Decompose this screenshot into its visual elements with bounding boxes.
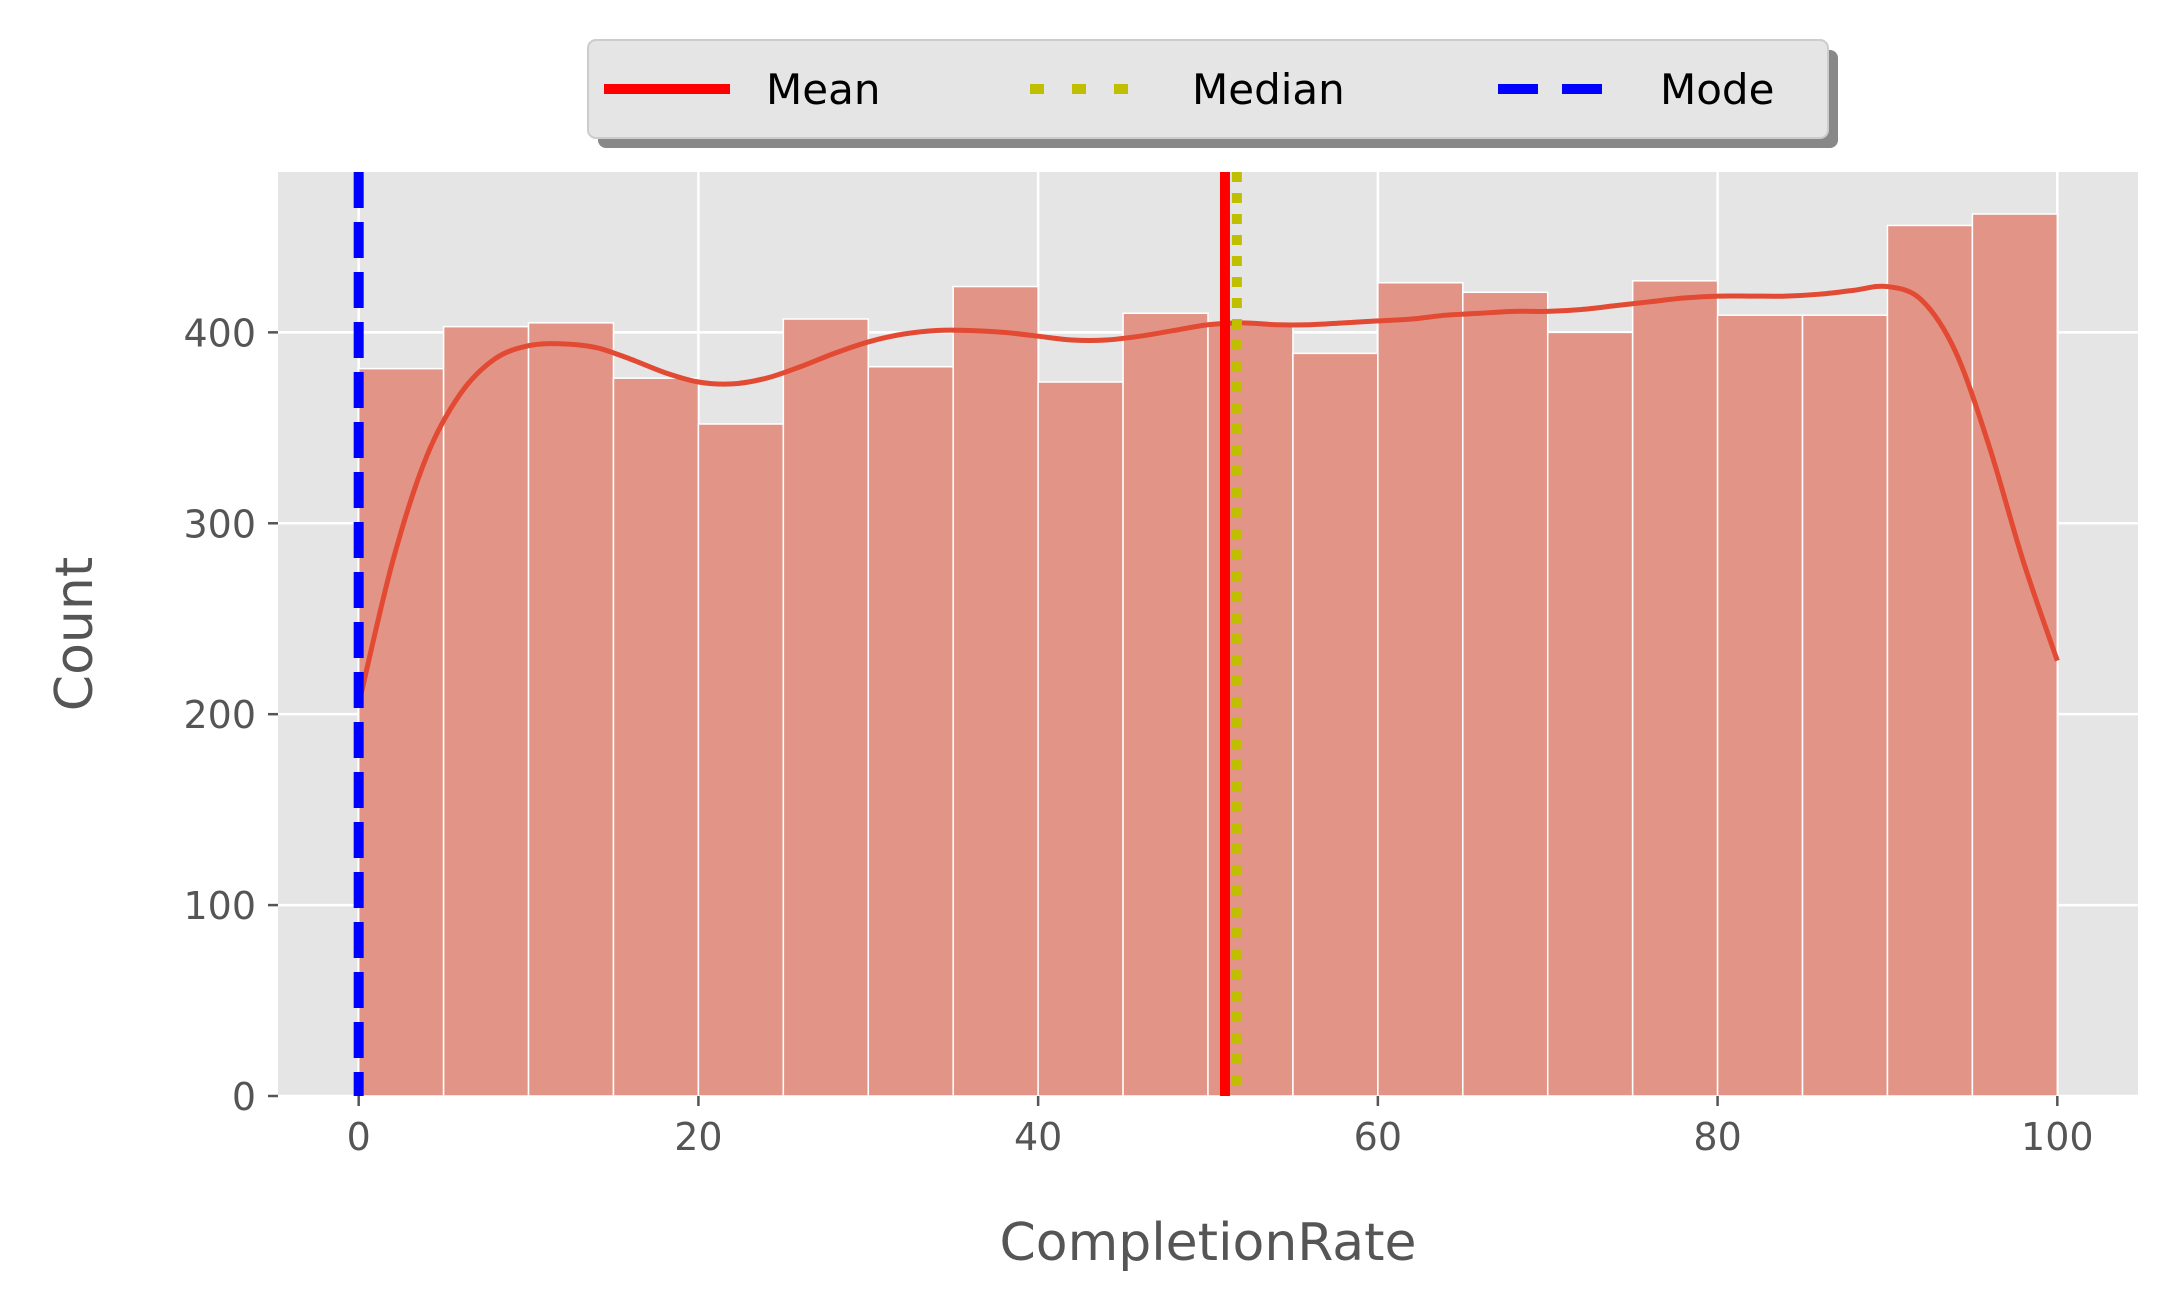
histogram-bar: [612, 377, 700, 1097]
x-tick-label: 100: [2021, 1115, 2094, 1159]
kde-curve: [356, 283, 2060, 706]
y-axis-label: Count: [45, 557, 105, 711]
histogram-bar: [952, 285, 1039, 1097]
histogram-bar: [1546, 331, 1634, 1097]
x-tick-label: 0: [347, 1115, 371, 1159]
x-axis-label: CompletionRate: [999, 1213, 1416, 1273]
legend-box: [587, 39, 1829, 139]
x-tick-label: 20: [674, 1115, 722, 1159]
y-tick-label: 100: [183, 884, 256, 928]
y-tick-label: 0: [232, 1075, 256, 1119]
histogram-bar: [357, 367, 445, 1097]
x-tick-label: 40: [1014, 1115, 1062, 1159]
mode-legend-label: Mode: [1660, 65, 1774, 114]
histogram-bar: [1122, 312, 1209, 1097]
y-tick-label: 400: [183, 311, 256, 355]
histogram-bar: [1292, 352, 1379, 1097]
histogram-bar: [697, 423, 785, 1097]
histogram-bar: [1801, 314, 1889, 1097]
y-axis-ticks: 0 100 200 300 400: [183, 311, 278, 1119]
histogram-bar: [1377, 281, 1464, 1097]
mean-legend-label: Mean: [766, 65, 880, 114]
median-legend-label: Median: [1192, 65, 1345, 114]
histogram-bar: [1971, 213, 2059, 1097]
histogram-bar: [867, 365, 954, 1097]
x-axis-ticks: 0 20 40 60 80 100: [347, 1096, 2094, 1159]
y-tick-label: 200: [183, 693, 256, 737]
histogram-bar: [1037, 381, 1124, 1097]
histogram-bar: [782, 318, 870, 1097]
histogram-bar: [527, 322, 615, 1097]
histogram-bar: [1716, 314, 1804, 1097]
histogram-bar: [442, 325, 530, 1097]
histogram-bars: [357, 213, 2059, 1097]
x-tick-label: 80: [1693, 1115, 1741, 1159]
histogram-bar: [1631, 280, 1719, 1097]
x-tick-label: 60: [1354, 1115, 1402, 1159]
histogram-bar: [1462, 291, 1549, 1097]
y-tick-label: 300: [183, 502, 256, 546]
reference-lines: [353, 172, 1242, 1096]
legend: Mean Median Mode: [587, 39, 1838, 148]
